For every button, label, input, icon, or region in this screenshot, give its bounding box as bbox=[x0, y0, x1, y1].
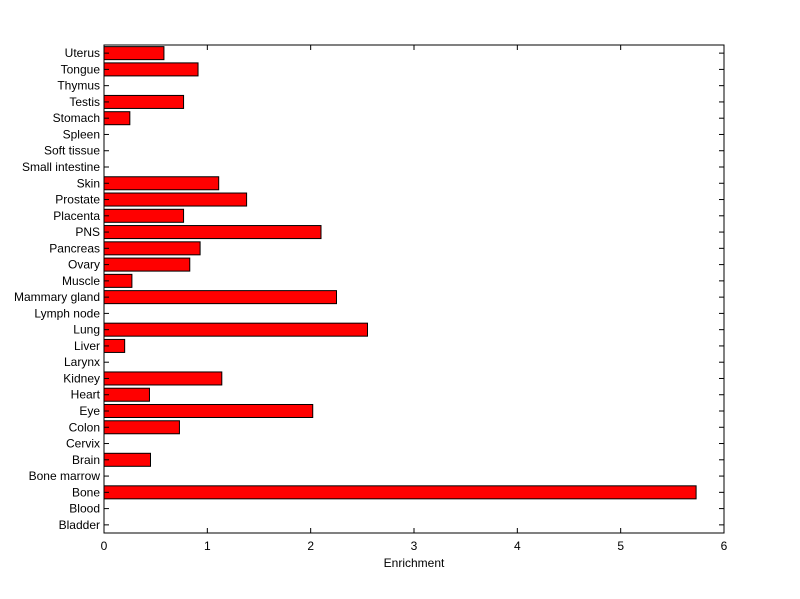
y-tick-label-ovary: Ovary bbox=[68, 258, 100, 272]
y-tick-label-skin: Skin bbox=[77, 176, 100, 190]
x-tick-label-3: 3 bbox=[411, 539, 418, 553]
x-axis-label: Enrichment bbox=[384, 556, 445, 570]
x-tick-label-4: 4 bbox=[514, 539, 521, 553]
y-tick-label-bladder: Bladder bbox=[59, 518, 100, 532]
y-tick-label-pns: PNS bbox=[75, 225, 100, 239]
bar-pns bbox=[103, 225, 322, 240]
y-tick-label-lymph-node: Lymph node bbox=[34, 306, 100, 320]
y-tick-label-small-intestine: Small intestine bbox=[22, 160, 100, 174]
y-tick-label-soft-tissue: Soft tissue bbox=[44, 144, 100, 158]
y-tick-label-bone-marrow: Bone marrow bbox=[29, 469, 101, 483]
bar-colon bbox=[103, 420, 180, 435]
bar-ovary bbox=[103, 257, 191, 272]
y-tick-label-testis: Testis bbox=[69, 95, 100, 109]
plot-frame bbox=[103, 44, 725, 534]
x-tick-label-6: 6 bbox=[721, 539, 728, 553]
bar-skin bbox=[103, 176, 220, 191]
y-tick-label-heart: Heart bbox=[71, 388, 101, 402]
x-tick-label-2: 2 bbox=[307, 539, 314, 553]
y-tick-label-bone: Bone bbox=[72, 485, 100, 499]
y-tick-label-kidney: Kidney bbox=[63, 371, 100, 385]
bar-brain bbox=[103, 452, 151, 467]
y-tick-label-eye: Eye bbox=[79, 404, 100, 418]
bar-uterus bbox=[103, 46, 165, 61]
bar-bone bbox=[103, 485, 697, 500]
bar-eye bbox=[103, 403, 314, 419]
y-tick-label-liver: Liver bbox=[74, 339, 100, 353]
y-tick-label-prostate: Prostate bbox=[55, 193, 100, 207]
y-tick-label-muscle: Muscle bbox=[62, 274, 100, 288]
bar-testis bbox=[103, 94, 185, 109]
bar-placenta bbox=[103, 208, 185, 223]
y-tick-label-uterus: Uterus bbox=[65, 46, 100, 60]
bar-heart bbox=[103, 387, 150, 402]
x-tick-label-0: 0 bbox=[101, 539, 108, 553]
y-tick-label-blood: Blood bbox=[69, 502, 100, 516]
ticks-layer: Bladder Blood Bone Bone marrow Brain Cervix Co… bbox=[14, 45, 728, 553]
bar-tongue bbox=[103, 62, 199, 77]
y-tick-label-tongue: Tongue bbox=[61, 62, 101, 76]
bar-prostate bbox=[103, 192, 248, 207]
bar-lung bbox=[103, 322, 368, 337]
y-tick-label-lung: Lung bbox=[73, 323, 100, 337]
y-tick-label-mammary-gland: Mammary gland bbox=[14, 290, 100, 304]
bar-pancreas bbox=[103, 241, 201, 256]
bar-mammary-gland bbox=[103, 290, 337, 305]
y-tick-label-cervix: Cervix bbox=[66, 437, 100, 451]
y-tick-label-stomach: Stomach bbox=[53, 111, 100, 125]
x-tick-label-5: 5 bbox=[617, 539, 624, 553]
y-tick-label-thymus: Thymus bbox=[57, 79, 100, 93]
y-tick-label-placenta: Placenta bbox=[53, 209, 100, 223]
y-tick-label-colon: Colon bbox=[69, 420, 100, 434]
x-tick-label-1: 1 bbox=[204, 539, 211, 553]
y-tick-label-larynx: Larynx bbox=[64, 355, 100, 369]
bars-layer bbox=[103, 46, 697, 500]
y-tick-label-pancreas: Pancreas bbox=[49, 241, 100, 255]
y-tick-label-spleen: Spleen bbox=[63, 127, 100, 141]
y-tick-label-brain: Brain bbox=[72, 453, 100, 467]
bar-kidney bbox=[103, 371, 223, 386]
